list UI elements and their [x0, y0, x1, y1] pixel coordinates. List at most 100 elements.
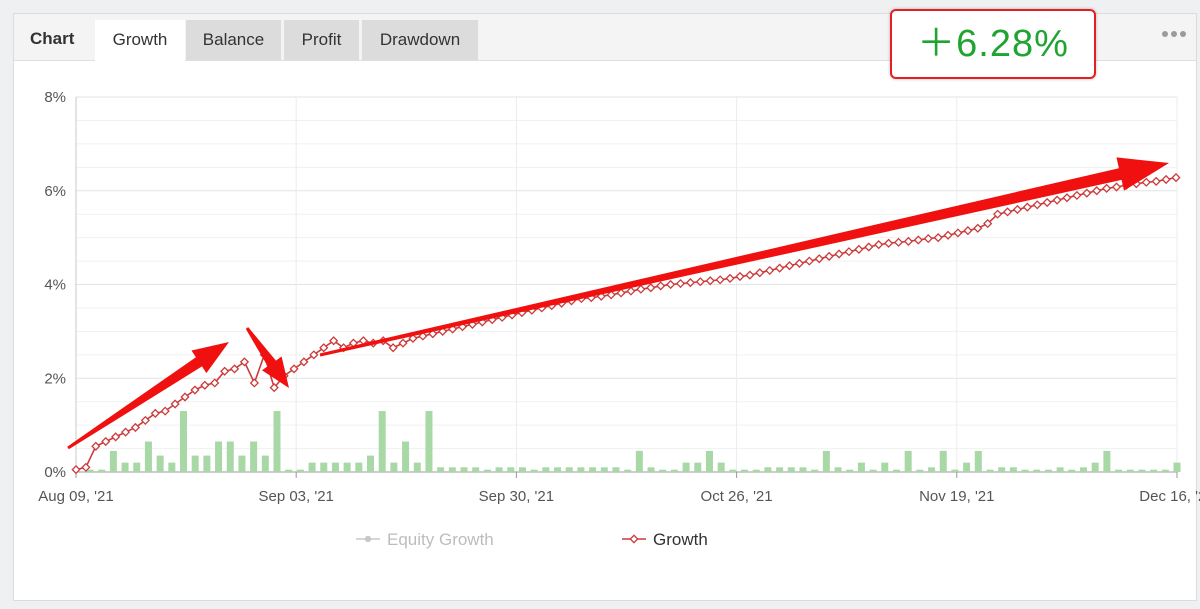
legend-growth-marker — [629, 534, 639, 544]
equity-growth-bar — [1115, 469, 1123, 472]
y-tick-label: 0% — [44, 464, 66, 481]
growth-point — [289, 364, 299, 374]
growth-point — [309, 350, 319, 360]
growth-point — [160, 406, 170, 416]
growth-point — [1102, 183, 1112, 194]
equity-growth-bar — [1103, 450, 1111, 472]
equity-growth-bar — [834, 467, 842, 472]
legend-growth-label: Growth — [653, 530, 708, 549]
growth-point — [111, 432, 121, 442]
tab-growth[interactable]: Growth — [95, 20, 185, 61]
growth-point — [130, 422, 141, 433]
equity-growth-bar — [1138, 469, 1146, 472]
equity-growth-bar — [413, 462, 421, 472]
equity-growth-bar — [530, 469, 538, 472]
equity-growth-bar — [331, 462, 339, 472]
growth-point — [834, 249, 844, 259]
equity-growth-bar — [285, 469, 293, 472]
growth-point — [1002, 207, 1013, 217]
growth-point — [854, 244, 864, 254]
growth-point — [626, 286, 636, 296]
x-tick-label: Oct 26, '21 — [701, 488, 773, 505]
equity-growth-bar — [226, 441, 234, 472]
growth-point — [784, 261, 795, 271]
equity-growth-bar — [752, 469, 760, 472]
growth-point — [1062, 193, 1072, 203]
equity-growth-bar — [846, 469, 854, 472]
equity-growth-bar — [963, 462, 971, 472]
equity-growth-bar — [1079, 467, 1087, 472]
growth-point — [220, 366, 230, 376]
growth-point — [893, 237, 904, 247]
growth-point — [963, 225, 973, 236]
equity-growth-bar — [787, 467, 795, 472]
tab-drawdown[interactable]: Drawdown — [362, 20, 478, 60]
equity-growth-bar — [1044, 469, 1052, 472]
x-tick-label: Dec 16, '21 — [1139, 488, 1200, 505]
equity-growth-bar — [343, 462, 351, 472]
equity-growth-bar — [869, 469, 877, 472]
growth-percent-annotation: ＋6.28% — [890, 9, 1096, 79]
growth-point — [1111, 182, 1122, 192]
growth-point — [983, 218, 993, 229]
growth-point — [685, 278, 696, 288]
equity-growth-bar — [1126, 469, 1134, 472]
equity-growth-bar — [659, 469, 667, 472]
equity-growth-bar — [460, 467, 468, 472]
equity-growth-bar — [694, 462, 702, 472]
equity-growth-bar — [951, 469, 959, 472]
equity-growth-bar — [308, 462, 316, 472]
tab-balance[interactable]: Balance — [186, 20, 281, 60]
growth-point — [725, 273, 735, 284]
growth-point — [933, 233, 943, 243]
equity-growth-bar — [776, 467, 784, 472]
growth-point — [1151, 176, 1161, 186]
growth-point — [140, 415, 150, 426]
equity-growth-bar — [1161, 469, 1169, 472]
growth-point — [884, 238, 894, 248]
equity-growth-bar — [1150, 469, 1158, 472]
growth-point — [1141, 177, 1151, 187]
more-dots-icon[interactable] — [1160, 22, 1188, 46]
x-tick-label: Aug 09, '21 — [38, 488, 113, 505]
growth-point — [1161, 174, 1171, 185]
growth-point — [249, 378, 259, 388]
equity-growth-bar — [168, 462, 176, 472]
equity-growth-bar — [402, 441, 410, 472]
growth-point — [71, 465, 81, 475]
y-tick-label: 4% — [44, 277, 66, 294]
equity-growth-bar — [1056, 467, 1064, 472]
growth-point — [715, 275, 725, 285]
equity-growth-bar — [156, 455, 164, 472]
equity-growth-bar — [203, 455, 211, 472]
equity-growth-bar — [437, 467, 445, 472]
equity-growth-bar — [273, 411, 281, 472]
growth-point — [269, 383, 279, 393]
growth-point — [101, 436, 111, 447]
equity-growth-bar — [518, 467, 526, 472]
equity-growth-bar — [577, 467, 585, 472]
equity-growth-bar — [741, 469, 749, 472]
equity-growth-bar — [86, 469, 94, 472]
chart-panel: Chart Growth Balance Profit Drawdown — [13, 13, 1197, 601]
tab-profit[interactable]: Profit — [284, 20, 359, 60]
equity-growth-bar — [939, 450, 947, 472]
growth-point — [81, 462, 91, 472]
growth-point — [735, 271, 745, 282]
chart-title-tab: Chart — [30, 29, 75, 48]
equity-growth-bar — [974, 450, 982, 472]
growth-point — [824, 251, 834, 261]
growth-point — [229, 364, 240, 374]
growth-point — [190, 385, 200, 395]
equity-growth-bar — [98, 469, 106, 472]
equity-growth-bar — [144, 441, 152, 472]
growth-point — [1072, 190, 1082, 201]
growth-point — [1171, 173, 1181, 183]
growth-point — [765, 265, 775, 276]
equity-growth-bar — [904, 450, 912, 472]
growth-point — [299, 357, 309, 367]
growth-point — [348, 338, 359, 348]
equity-growth-bar — [495, 467, 503, 472]
equity-growth-bar — [425, 411, 433, 472]
growth-point — [91, 441, 101, 451]
